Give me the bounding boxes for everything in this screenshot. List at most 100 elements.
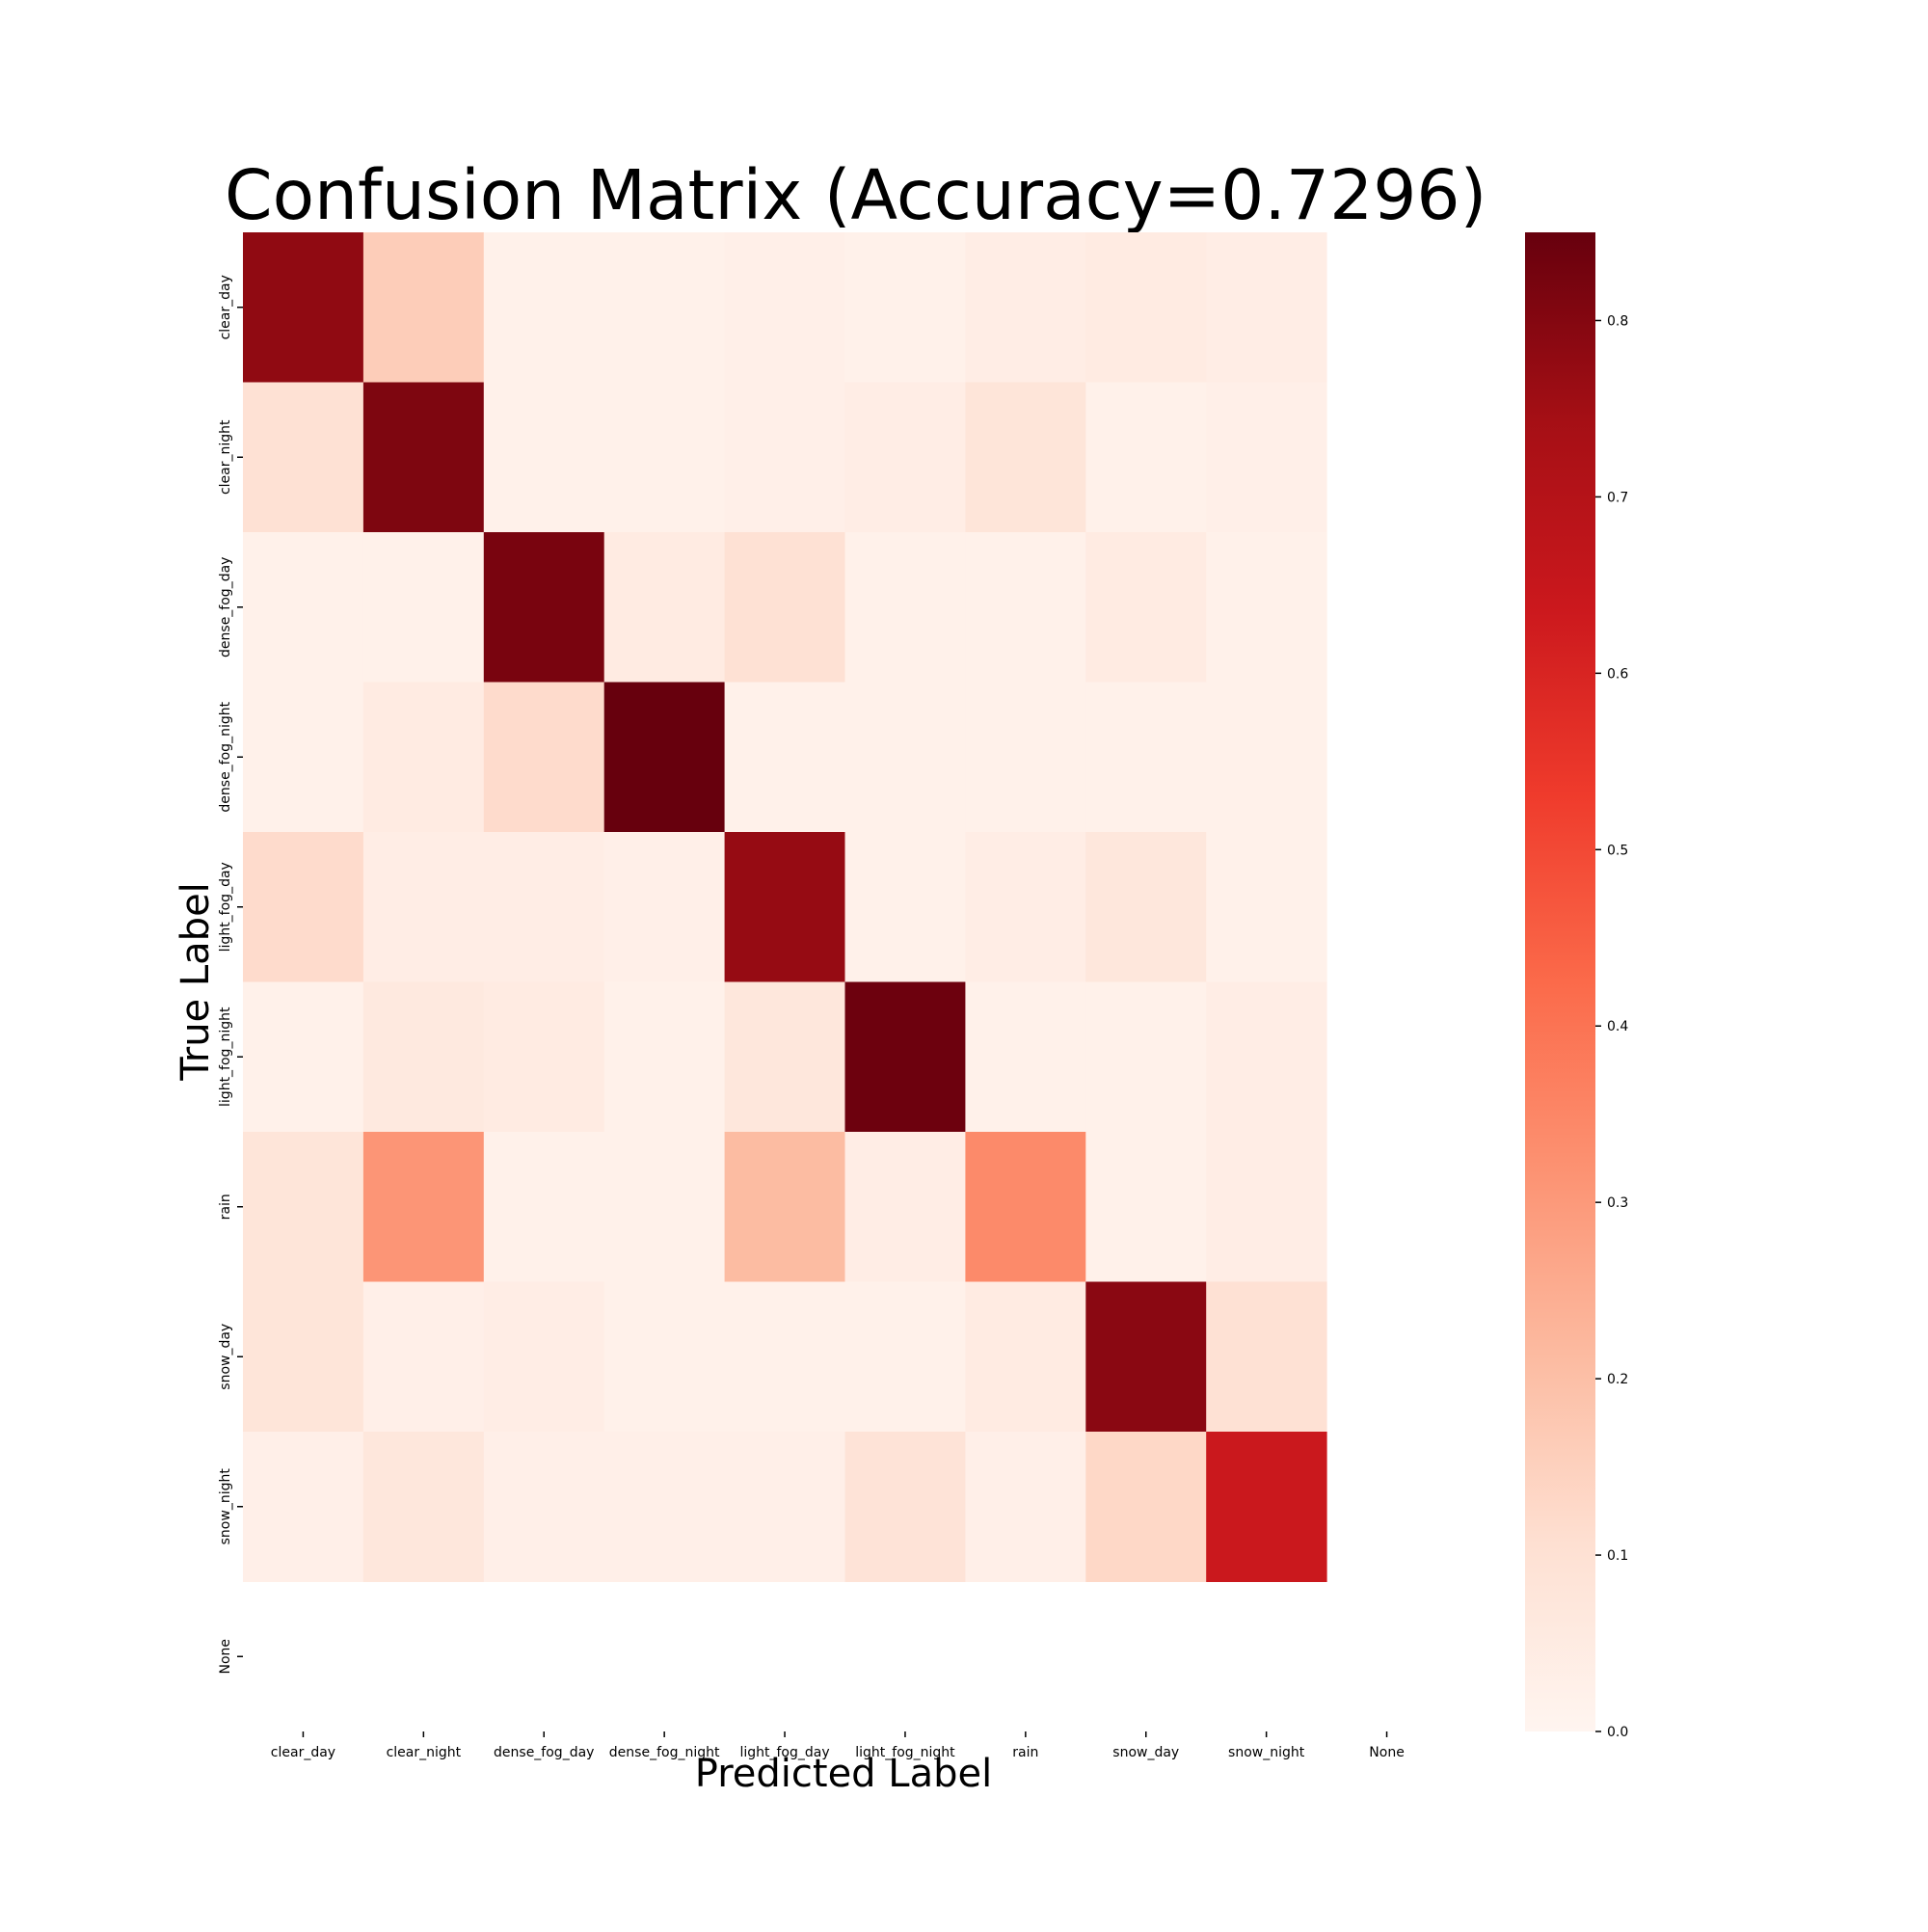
heatmap-cell (483, 232, 605, 383)
y-axis-label: True Label (174, 882, 218, 1082)
heatmap-cell (603, 1281, 726, 1433)
x-tick-label: dense_fog_night (609, 1745, 720, 1760)
heatmap-cell (724, 1132, 845, 1282)
heatmap-cell (362, 382, 485, 533)
y-tick-label: None (218, 1639, 233, 1675)
heatmap-cell (362, 682, 485, 833)
heatmap-cell (1206, 1281, 1327, 1433)
heatmap-cell (483, 1432, 605, 1582)
heatmap-cell (483, 832, 605, 982)
heatmap-cell (965, 1432, 1086, 1582)
heatmap-cell (243, 232, 364, 383)
colorbar-tick-label: 0.1 (1607, 1548, 1628, 1564)
x-tick-label: rain (1012, 1745, 1038, 1760)
heatmap-cell (844, 1281, 966, 1433)
heatmap-cell (362, 1281, 485, 1433)
heatmap-cell (1085, 832, 1207, 982)
heatmap-cell (965, 832, 1086, 982)
heatmap-cell (603, 532, 726, 683)
y-axis-ticks: clear_day clear_night dense_fog_day dense_f… (218, 275, 243, 1675)
heatmap-cell (603, 832, 726, 982)
heatmap-cell (483, 1281, 605, 1433)
heatmap-cell (1206, 532, 1327, 683)
heatmap-cell (844, 682, 966, 833)
heatmap-cell (362, 532, 485, 683)
heatmap-cell (844, 1132, 966, 1282)
x-tick-label: clear_night (387, 1745, 462, 1760)
heatmap-cell (724, 832, 845, 982)
heatmap-cell (1206, 1132, 1327, 1282)
heatmap-cell (844, 232, 966, 383)
x-tick-label: light_fog_night (855, 1745, 955, 1760)
y-tick-label: rain (218, 1194, 233, 1220)
colorbar-tick-label: 0.4 (1607, 1019, 1628, 1034)
heatmap-cell (965, 682, 1086, 833)
heatmap-cell (724, 1281, 845, 1433)
heatmap-cell (243, 1432, 364, 1582)
heatmap-cell (483, 1132, 605, 1282)
colorbar: 0.0 0.1 0.2 0.3 0.4 0.5 0.6 0.7 0.8 (1525, 232, 1628, 1740)
heatmap-cell (1206, 981, 1327, 1133)
heatmap-cell (243, 682, 364, 833)
x-tick-label: clear_day (271, 1745, 335, 1760)
x-axis-label: Predicted Label (695, 1752, 992, 1796)
heatmap-cell (965, 232, 1086, 383)
y-tick-label: light_fog_night (218, 1006, 233, 1107)
heatmap-cell (243, 532, 364, 683)
x-tick-label: light_fog_day (739, 1745, 829, 1760)
y-tick-label: snow_night (218, 1468, 233, 1545)
y-tick-label: clear_night (218, 419, 233, 495)
heatmap-cell (844, 832, 966, 982)
y-tick-label: dense_fog_night (218, 701, 233, 812)
heatmap-cell (724, 232, 845, 383)
y-tick-label: dense_fog_day (218, 557, 233, 657)
heatmap-cell (243, 1132, 364, 1282)
heatmap-cell (1206, 232, 1327, 383)
x-tick-label: dense_fog_day (494, 1745, 594, 1760)
heatmap-cell (844, 532, 966, 683)
heatmap-cell (483, 682, 605, 833)
heatmap-cell (724, 1432, 845, 1582)
heatmap-cell (483, 981, 605, 1133)
heatmap-cell (483, 532, 605, 683)
colorbar-gradient (1525, 232, 1595, 1731)
heatmap-cell (362, 832, 485, 982)
heatmap-cell (603, 1432, 726, 1582)
heatmap-cell (1085, 981, 1207, 1133)
heatmap-cell (603, 981, 726, 1133)
heatmap-cell (965, 382, 1086, 533)
heatmap-cell (603, 232, 726, 383)
heatmap-cell (243, 832, 364, 982)
colorbar-tick-label: 0.5 (1607, 843, 1628, 858)
heatmap-cell (243, 1281, 364, 1433)
x-tick-label: snow_night (1228, 1745, 1305, 1760)
colorbar-tick-label: 0.6 (1607, 666, 1628, 682)
heatmap-cell (844, 1432, 966, 1582)
heatmap-cell (1085, 682, 1207, 833)
heatmap-cell (603, 1132, 726, 1282)
heatmap-cell (1206, 382, 1327, 533)
x-axis-ticks: clear_day clear_night dense_fog_day dense_f… (271, 1731, 1405, 1760)
heatmap-cell (603, 382, 726, 533)
heatmap-cell (1085, 1281, 1207, 1433)
y-tick-label: clear_day (218, 275, 233, 339)
heatmap-cell (1206, 832, 1327, 982)
heatmap-cell (724, 682, 845, 833)
colorbar-tick-label: 0.2 (1607, 1372, 1628, 1387)
heatmap-cell (603, 682, 726, 833)
heatmap-cell (362, 1132, 485, 1282)
x-tick-label: None (1369, 1745, 1405, 1760)
heatmap-cell (965, 1132, 1086, 1282)
heatmap-cell (1085, 532, 1207, 683)
y-tick-label: light_fog_day (218, 862, 233, 952)
heatmap-cell (243, 382, 364, 533)
heatmap-cell (844, 382, 966, 533)
heatmap-cell (1206, 682, 1327, 833)
heatmap-cell (1085, 382, 1207, 533)
heatmap-cell (1085, 1132, 1207, 1282)
heatmap-cell (1085, 1432, 1207, 1582)
heatmap-cell (724, 532, 845, 683)
colorbar-tick-label: 0.8 (1607, 313, 1628, 329)
